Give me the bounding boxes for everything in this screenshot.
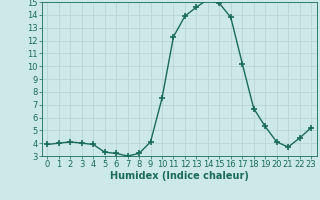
X-axis label: Humidex (Indice chaleur): Humidex (Indice chaleur) xyxy=(110,171,249,181)
